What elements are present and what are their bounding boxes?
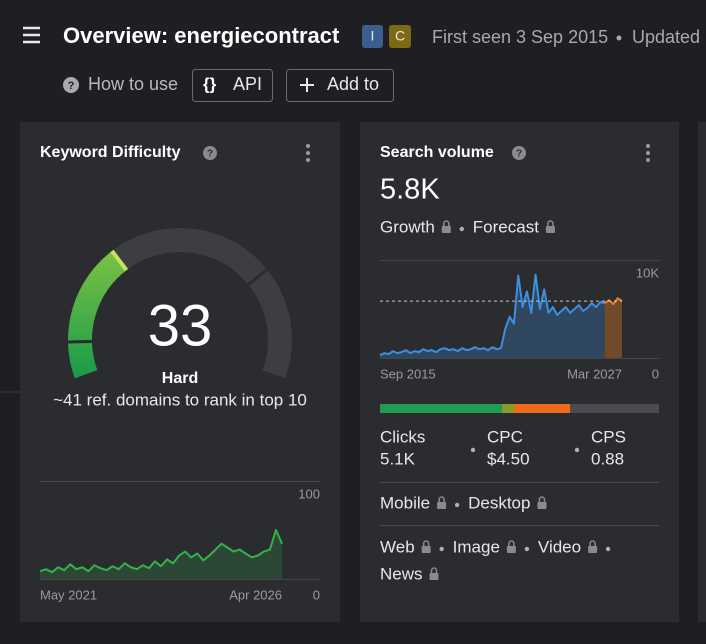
y-tick-label: 0	[652, 366, 659, 381]
menu-icon[interactable]	[23, 26, 40, 44]
lock-icon	[506, 546, 516, 553]
metric-label: CPC	[487, 427, 523, 446]
gauge-divider	[247, 268, 268, 286]
help-icon[interactable]	[203, 146, 217, 160]
lock-icon	[429, 573, 439, 580]
series-line	[379, 273, 605, 356]
metric-value: 0.88	[591, 449, 624, 468]
badge-label: C	[395, 28, 405, 44]
lock-icon	[430, 567, 438, 573]
plus-icon	[300, 78, 314, 92]
option-label: Forecast	[473, 217, 539, 236]
lock-icon	[589, 540, 596, 546]
separator	[616, 35, 622, 41]
metric-value: $4.50	[487, 449, 530, 468]
lock-icon	[538, 496, 546, 502]
lock-icon	[537, 502, 547, 509]
series-area	[604, 298, 622, 358]
traffic-bar	[502, 404, 514, 413]
page-title: Overview: energiecontract	[63, 23, 340, 48]
lock-icon	[437, 502, 447, 509]
first-seen: First seen 3 Sep 2015	[432, 27, 608, 47]
lock-icon	[443, 220, 450, 226]
series-line	[39, 529, 283, 574]
lock-icon	[421, 546, 431, 553]
metric-label: CPS	[591, 427, 626, 446]
option-label: Image	[453, 537, 500, 556]
option-label: Mobile	[380, 493, 430, 512]
x-tick-label: Apr 2026	[229, 587, 282, 602]
gauge-divider	[110, 249, 129, 272]
kebab-menu[interactable]	[646, 144, 650, 162]
badge-label: I	[371, 28, 375, 44]
separator	[470, 447, 476, 453]
traffic-bar	[514, 404, 570, 413]
x-tick-label: May 2021	[40, 587, 97, 602]
series-line	[604, 297, 623, 306]
help-icon[interactable]	[512, 146, 526, 160]
separator	[524, 546, 530, 552]
how-to-use[interactable]: How to use	[88, 74, 178, 94]
separator	[574, 447, 580, 453]
volume-card	[360, 122, 679, 622]
add-button[interactable]	[286, 69, 394, 102]
series-area	[380, 274, 605, 358]
lock-icon	[441, 226, 451, 233]
option-label: News	[380, 564, 423, 583]
api-button[interactable]	[192, 69, 273, 102]
help-glyph: ?	[207, 149, 213, 160]
separator	[605, 546, 611, 552]
x-tick-label: Sep 2015	[380, 366, 436, 381]
metric-label: Clicks	[380, 427, 425, 446]
badge	[362, 25, 383, 48]
api-icon: {}	[203, 74, 217, 93]
kd-value: 33	[148, 293, 213, 358]
badge	[389, 25, 411, 48]
x-tick-label: Mar 2027	[567, 366, 622, 381]
separator	[454, 502, 460, 508]
metric-value: 5.1K	[380, 449, 416, 468]
updated: Updated	[632, 27, 700, 47]
volume-value: 5.8K	[380, 174, 440, 206]
option-label: Video	[538, 537, 581, 556]
separator	[439, 546, 444, 552]
option-label: Growth	[380, 217, 435, 236]
option-label: Web	[380, 537, 415, 556]
lock-icon	[545, 226, 555, 233]
card-title: Search volume	[380, 144, 494, 161]
next-card	[698, 122, 706, 622]
gauge-value	[68, 251, 127, 379]
card-title: Keyword Difficulty	[40, 144, 181, 161]
y-tick-label: 0	[313, 587, 320, 602]
help-glyph: ?	[68, 80, 75, 92]
lock-icon	[547, 220, 554, 226]
traffic-bar	[380, 404, 502, 413]
kd-note: ~41 ref. domains to rank in top 10	[53, 390, 307, 409]
y-tick-label: 10K	[636, 265, 659, 280]
add-label[interactable]: Add to	[327, 74, 379, 94]
y-tick-label: 100	[298, 486, 320, 501]
separator	[459, 226, 464, 232]
traffic-bar	[570, 404, 659, 413]
lock-icon	[422, 540, 430, 546]
lock-icon	[508, 540, 515, 546]
lock-icon	[438, 496, 445, 502]
help-icon[interactable]	[63, 77, 79, 93]
option-label: Desktop	[468, 493, 530, 512]
series-area	[40, 530, 282, 579]
lock-icon	[588, 546, 598, 553]
kebab-menu[interactable]	[306, 144, 310, 162]
api-label[interactable]: API	[233, 74, 262, 94]
kd-label: Hard	[162, 370, 198, 387]
help-glyph: ?	[516, 149, 522, 160]
